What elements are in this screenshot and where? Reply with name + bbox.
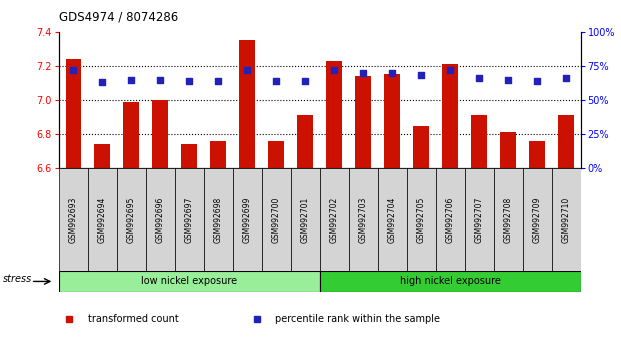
Bar	[88, 168, 117, 271]
Bar	[124, 102, 139, 168]
Bar	[262, 168, 291, 271]
Bar	[211, 141, 226, 168]
Bar	[268, 141, 284, 168]
Text: GSM992700: GSM992700	[272, 196, 281, 243]
Bar	[320, 271, 581, 292]
Bar	[204, 168, 233, 271]
Text: low nickel exposure: low nickel exposure	[142, 276, 237, 286]
Text: percentile rank within the sample: percentile rank within the sample	[276, 314, 440, 324]
Bar	[59, 271, 320, 292]
Bar	[239, 40, 255, 168]
Point	[242, 67, 252, 73]
Bar	[523, 168, 551, 271]
Point	[561, 75, 571, 81]
Bar	[384, 74, 400, 168]
Bar	[152, 100, 168, 168]
Bar	[436, 168, 465, 271]
Text: GSM992696: GSM992696	[156, 196, 165, 243]
Text: transformed count: transformed count	[88, 314, 178, 324]
Text: GSM992697: GSM992697	[185, 196, 194, 243]
Bar	[94, 144, 111, 168]
Bar	[175, 168, 204, 271]
Text: GSM992710: GSM992710	[561, 196, 571, 242]
Point	[474, 75, 484, 81]
Text: GSM992703: GSM992703	[359, 196, 368, 243]
Text: GSM992701: GSM992701	[301, 196, 310, 242]
Bar	[66, 59, 81, 168]
Bar	[501, 132, 516, 168]
Point	[184, 78, 194, 84]
Text: GSM992698: GSM992698	[214, 196, 223, 242]
Bar	[291, 168, 320, 271]
Text: GSM992709: GSM992709	[533, 196, 542, 243]
Text: GSM992693: GSM992693	[69, 196, 78, 243]
Text: GSM992705: GSM992705	[417, 196, 426, 243]
Bar	[181, 144, 197, 168]
Point	[97, 79, 107, 85]
Bar	[349, 168, 378, 271]
Point	[445, 67, 455, 73]
Bar	[378, 168, 407, 271]
Point	[68, 67, 78, 73]
Bar	[233, 168, 262, 271]
Point	[503, 77, 513, 82]
Bar	[297, 115, 313, 168]
Bar	[529, 141, 545, 168]
Text: GSM992699: GSM992699	[243, 196, 252, 243]
Bar	[465, 168, 494, 271]
Text: GSM992707: GSM992707	[474, 196, 484, 243]
Bar	[414, 126, 429, 168]
Point	[127, 77, 137, 82]
Text: stress: stress	[3, 274, 32, 284]
Bar	[146, 168, 175, 271]
Text: GDS4974 / 8074286: GDS4974 / 8074286	[59, 11, 178, 24]
Point	[271, 78, 281, 84]
Bar	[494, 168, 523, 271]
Text: high nickel exposure: high nickel exposure	[400, 276, 501, 286]
Point	[532, 78, 542, 84]
Bar	[117, 168, 146, 271]
Text: GSM992695: GSM992695	[127, 196, 136, 243]
Bar	[471, 115, 487, 168]
Bar	[407, 168, 436, 271]
Bar	[355, 76, 371, 168]
Text: GSM992702: GSM992702	[330, 196, 339, 242]
Point	[358, 70, 368, 76]
Bar	[320, 168, 349, 271]
Point	[388, 70, 397, 76]
Bar	[558, 115, 574, 168]
Point	[301, 78, 310, 84]
Point	[214, 78, 224, 84]
Text: GSM992708: GSM992708	[504, 196, 513, 242]
Point	[329, 67, 339, 73]
Bar	[327, 61, 342, 168]
Bar	[442, 64, 458, 168]
Point	[155, 77, 165, 82]
Text: GSM992704: GSM992704	[388, 196, 397, 243]
Bar	[59, 168, 88, 271]
Text: GSM992706: GSM992706	[446, 196, 455, 243]
Text: GSM992694: GSM992694	[98, 196, 107, 243]
Point	[416, 73, 426, 78]
Bar	[551, 168, 581, 271]
